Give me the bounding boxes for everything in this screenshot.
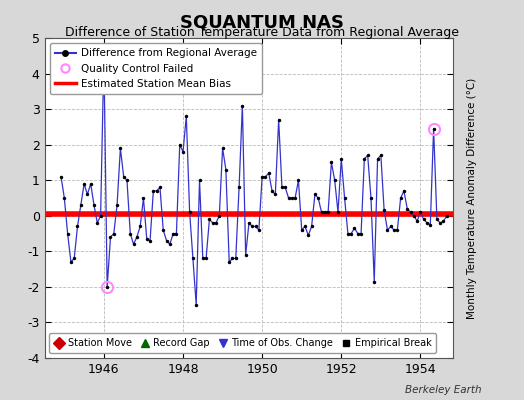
Legend: Station Move, Record Gap, Time of Obs. Change, Empirical Break: Station Move, Record Gap, Time of Obs. C…	[49, 334, 436, 353]
Text: Difference of Station Temperature Data from Regional Average: Difference of Station Temperature Data f…	[65, 26, 459, 39]
Text: SQUANTUM NAS: SQUANTUM NAS	[180, 14, 344, 32]
Y-axis label: Monthly Temperature Anomaly Difference (°C): Monthly Temperature Anomaly Difference (…	[467, 77, 477, 319]
Text: Berkeley Earth: Berkeley Earth	[406, 385, 482, 395]
